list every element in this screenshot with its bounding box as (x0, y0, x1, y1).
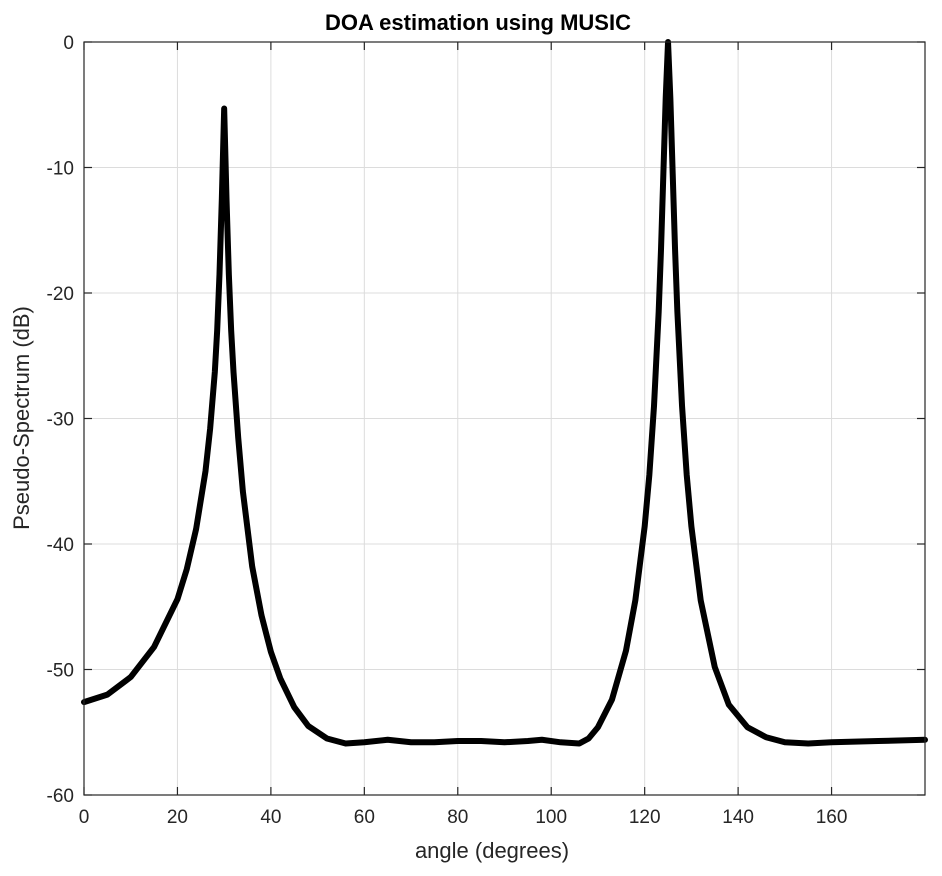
x-tick-label: 0 (79, 807, 90, 828)
x-tick-label: 20 (167, 807, 188, 828)
ticks: 0 20 40 60 80 100 120 140 160 0 -10 -20 -30 -40 -50 -60 (47, 33, 925, 828)
x-tick-label: 100 (535, 807, 567, 828)
y-axis-label: Pseudo-Spectrum (dB) (9, 306, 34, 530)
y-tick-label: -30 (47, 410, 74, 431)
chart-title: DOA estimation using MUSIC (325, 10, 631, 35)
x-tick-label: 60 (354, 807, 375, 828)
x-tick-label: 40 (260, 807, 281, 828)
series-layer (81, 39, 928, 747)
y-tick-label: -50 (47, 661, 74, 682)
y-tick-label: -40 (47, 535, 74, 556)
x-tick-label: 80 (447, 807, 468, 828)
y-tick-label: -20 (47, 284, 74, 305)
y-tick-label: -10 (47, 159, 74, 180)
y-tick-label: 0 (63, 33, 74, 54)
x-axis-label: angle (degrees) (415, 838, 569, 863)
x-tick-label: 140 (722, 807, 754, 828)
y-tick-label: -60 (47, 786, 74, 807)
x-tick-label: 120 (629, 807, 661, 828)
x-tick-label: 160 (816, 807, 848, 828)
series-line (81, 39, 928, 747)
